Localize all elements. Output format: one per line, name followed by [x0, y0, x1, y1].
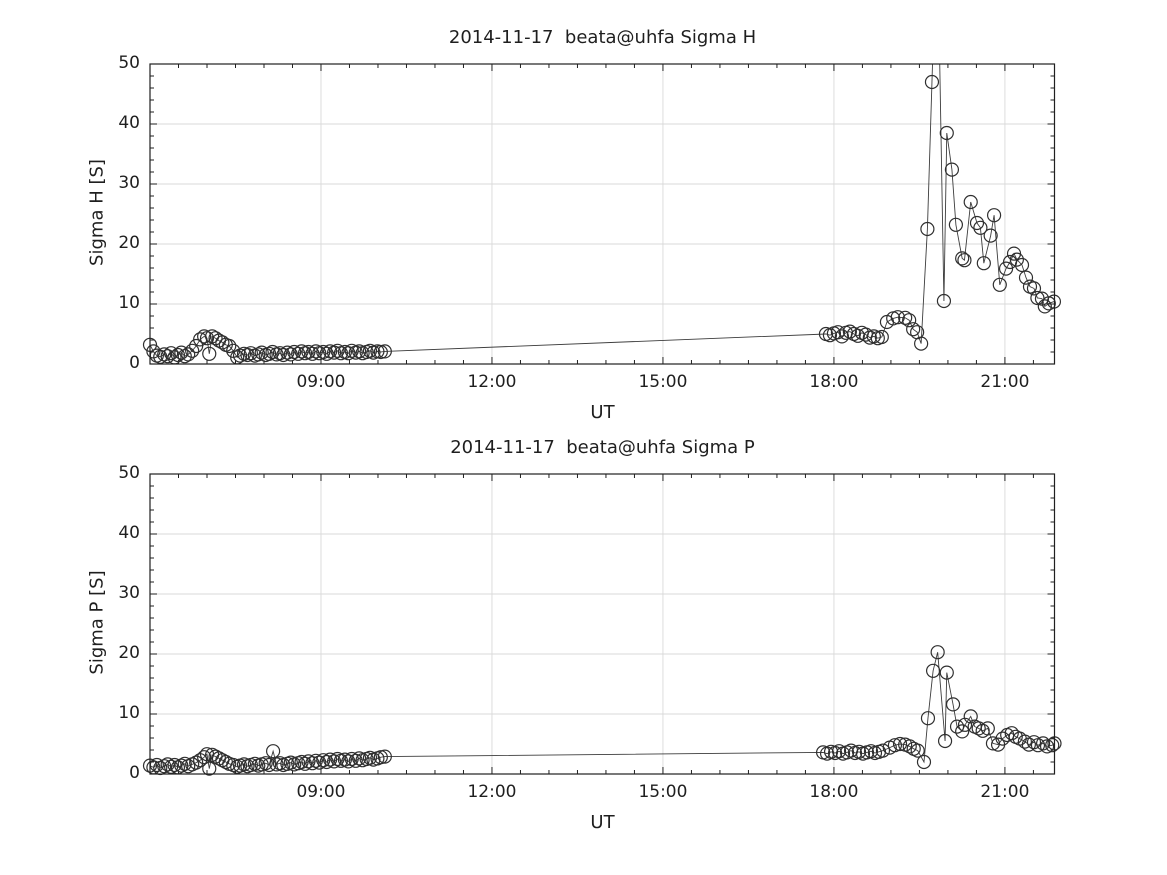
sigma-p-xlabel: UT	[590, 812, 615, 833]
x-tick-label: 21:00	[980, 372, 1030, 392]
y-tick-label: 10	[118, 703, 140, 723]
x-tick-label: 18:00	[809, 782, 859, 802]
y-tick-label: 50	[118, 53, 140, 73]
x-tick-label: 18:00	[809, 372, 859, 392]
y-tick-label: 10	[118, 293, 140, 313]
sigma-p-title: 2014-11-17 beata@uhfa Sigma P	[450, 437, 755, 458]
y-tick-label: 0	[129, 353, 140, 373]
sigma-h-ylabel: Sigma H [S]	[86, 159, 108, 266]
grid-lines	[150, 474, 1055, 774]
y-tick-label: 20	[118, 233, 140, 253]
y-tick-label: 40	[118, 523, 140, 543]
y-tick-label: 30	[118, 173, 140, 193]
y-tick-label: 20	[118, 643, 140, 663]
data-series-sigma-p	[142, 645, 1062, 776]
x-tick-label: 15:00	[638, 372, 688, 392]
sigma-p-ylabel: Sigma P [S]	[86, 570, 108, 675]
x-tick-label: 09:00	[296, 782, 346, 802]
y-tick-label: 0	[129, 763, 140, 783]
x-tick-label: 09:00	[296, 372, 346, 392]
axes-frame	[149, 473, 1056, 775]
sigma-h-xlabel: UT	[590, 402, 615, 423]
axis-ticks	[150, 473, 1055, 775]
axis-ticks	[150, 63, 1055, 365]
y-tick-label: 50	[118, 463, 140, 483]
grid-lines	[150, 64, 1055, 364]
x-tick-label: 21:00	[980, 782, 1030, 802]
y-tick-label: 30	[118, 583, 140, 603]
x-tick-label: 12:00	[467, 782, 517, 802]
y-tick-label: 40	[118, 113, 140, 133]
x-tick-label: 15:00	[638, 782, 688, 802]
sigma-h-title: 2014-11-17 beata@uhfa Sigma H	[448, 27, 757, 48]
axes-frame	[149, 63, 1056, 365]
x-tick-label: 12:00	[467, 372, 517, 392]
data-series-sigma-h	[142, 64, 1062, 365]
